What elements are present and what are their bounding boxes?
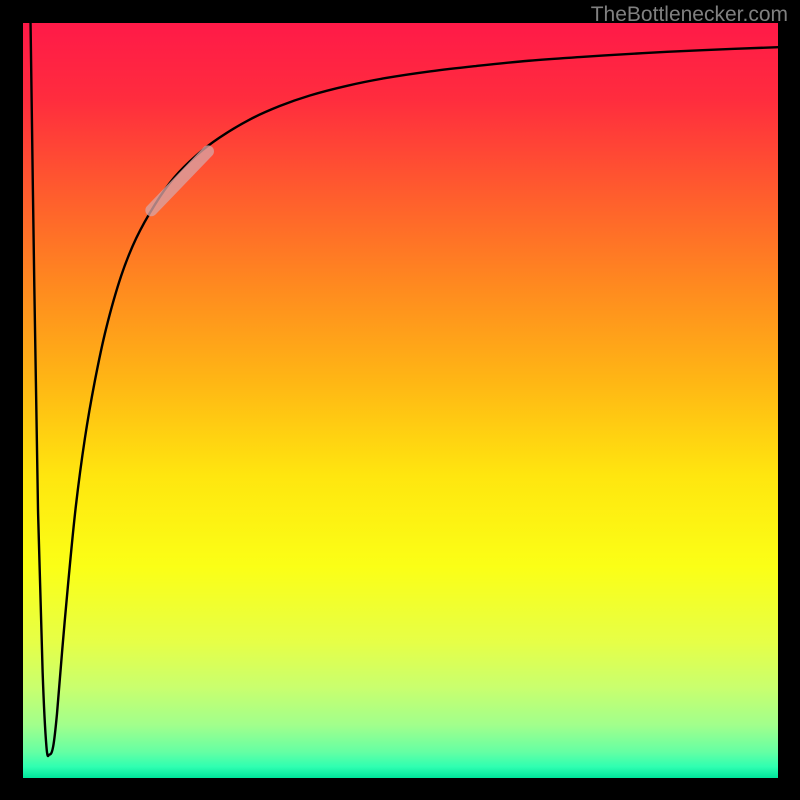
watermark-text: TheBottlenecker.com [591, 3, 788, 27]
stage: TheBottlenecker.com [0, 0, 800, 800]
plot-background-gradient [23, 23, 778, 778]
bottleneck-chart [0, 0, 800, 800]
